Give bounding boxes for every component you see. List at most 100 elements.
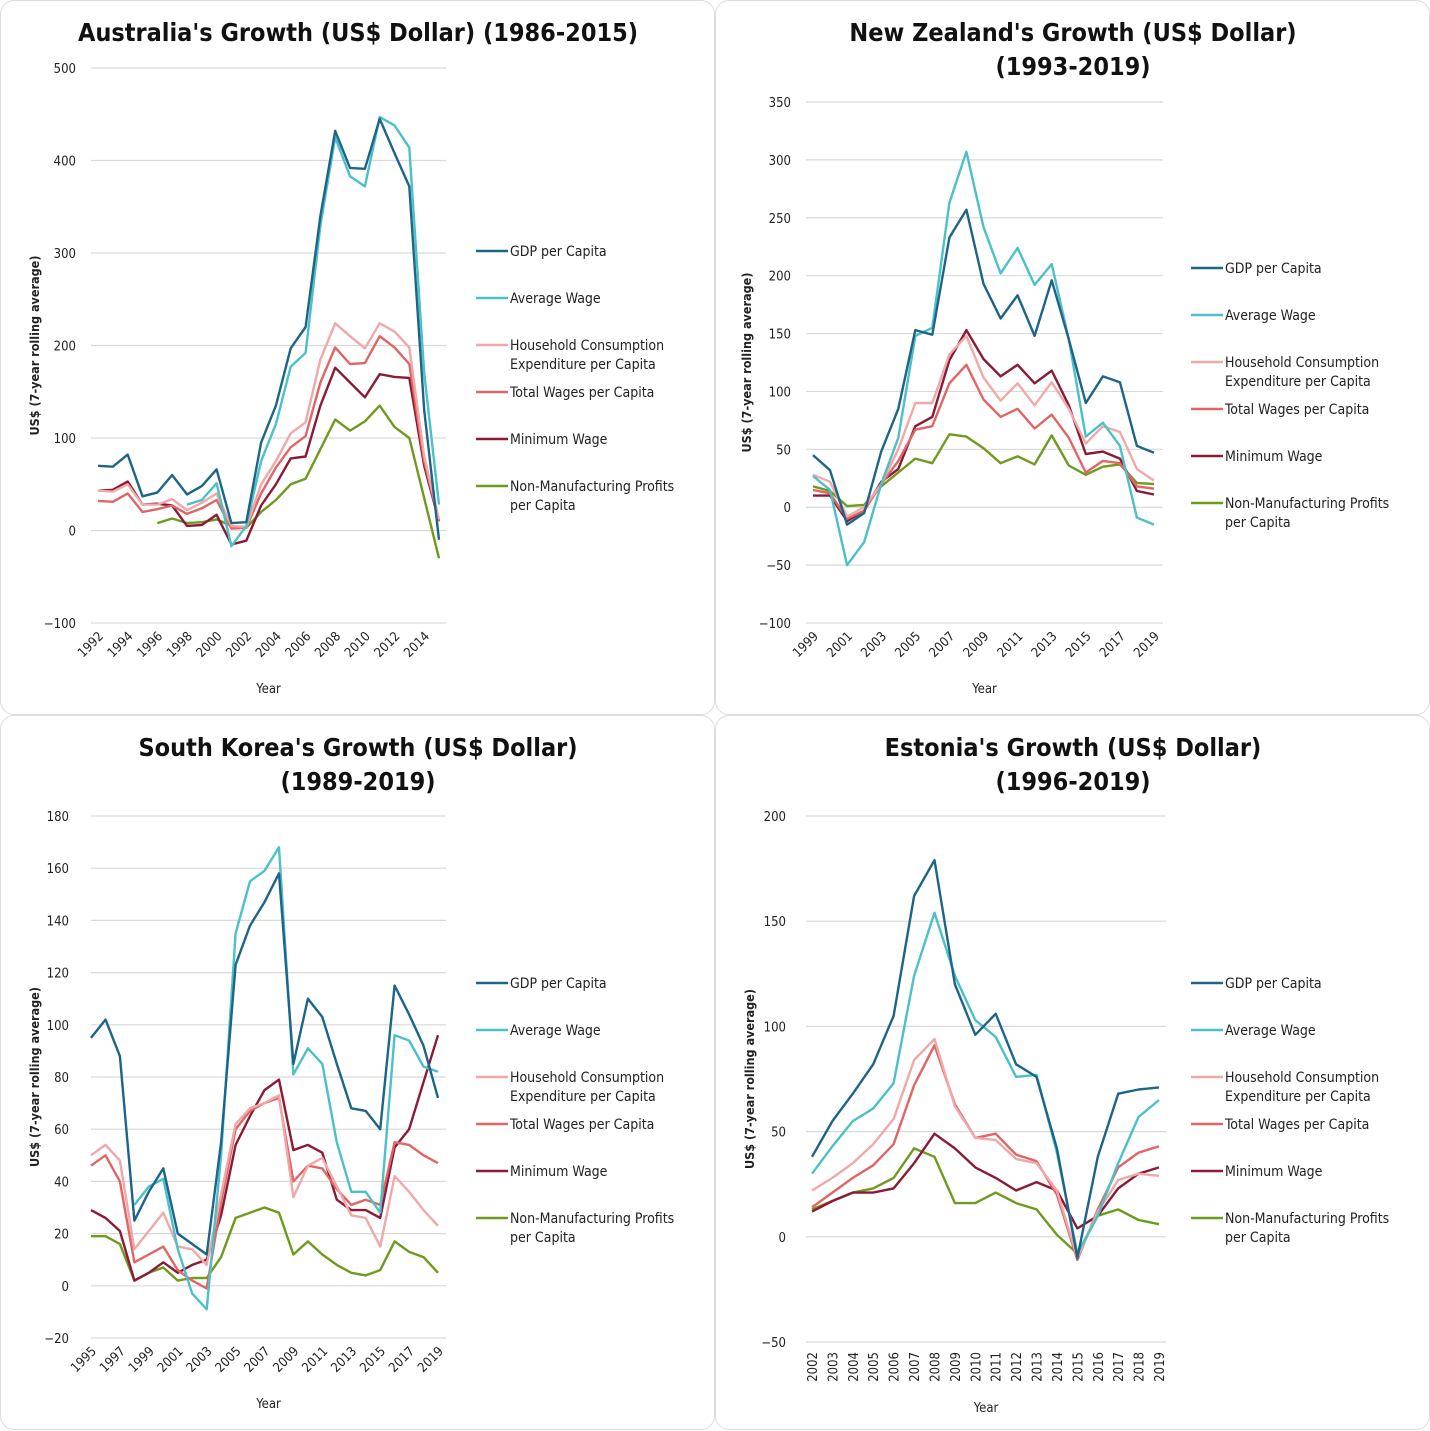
- legend-label: Minimum Wage: [1225, 1164, 1323, 1180]
- chart-title: (1989-2019): [280, 767, 435, 796]
- x-tick-label: 2009: [949, 1352, 964, 1382]
- series-line-non-manufacturing-profits-per-capita: [811, 1147, 1160, 1255]
- chart-south-korea: South Korea's Growth (US$ Dollar) (1989-2…: [27, 733, 674, 1412]
- legend-label: Expenditure per Capita: [1225, 374, 1371, 390]
- x-tick-label: 2014: [1051, 1352, 1066, 1382]
- legend-label: Average Wage: [1225, 1023, 1316, 1039]
- chart-title: (1993-2019): [995, 52, 1150, 81]
- series-line-household-consumption-expenditure-per-capita: [811, 1037, 1160, 1259]
- series-line-non-manufacturing-profits-per-capita: [156, 404, 441, 559]
- legend-item-average-wage: Average Wage: [1191, 1023, 1316, 1039]
- y-tick-label: 300: [769, 154, 791, 169]
- y-tick-label: −50: [761, 1336, 786, 1351]
- x-tick-label: 2012: [1010, 1352, 1025, 1382]
- y-tick-label: 200: [764, 810, 786, 825]
- legend-label: Expenditure per Capita: [510, 357, 656, 373]
- series-line-average-wage: [811, 911, 1160, 1255]
- y-tick-label: 0: [62, 1280, 69, 1295]
- y-tick-label: 140: [47, 914, 69, 929]
- y-tick-label: 100: [764, 1020, 786, 1035]
- y-tick-label: 0: [784, 501, 791, 516]
- legend-label: GDP per Capita: [510, 244, 607, 260]
- x-tick-label: 2006: [283, 629, 315, 661]
- legend-item-total-wages-per-capita: Total Wages per Capita: [476, 385, 654, 401]
- y-tick-label: 180: [47, 810, 69, 825]
- y-tick-label: 0: [69, 525, 76, 540]
- x-tick-label: 2001: [824, 629, 856, 661]
- x-tick-label: 2011: [990, 1352, 1005, 1382]
- legend-label: Household Consumption: [510, 1070, 664, 1086]
- y-tick-label: 40: [54, 1175, 69, 1190]
- legend-label: Average Wage: [510, 291, 601, 307]
- series-line-average-wage: [812, 150, 1155, 567]
- x-tick-label: 2003: [826, 1352, 841, 1382]
- x-tick-label: 2008: [928, 1352, 943, 1382]
- x-axis-label: Year: [971, 682, 997, 697]
- legend-label: GDP per Capita: [1225, 976, 1322, 992]
- y-axis-label: US$ (7-year rolling average): [742, 989, 757, 1169]
- chart-title: Australia's Growth (US$ Dollar) (1986-20…: [78, 18, 638, 47]
- y-tick-label: −100: [759, 617, 791, 632]
- x-tick-label: 2013: [328, 1344, 360, 1376]
- series-line-gdp-per-capita: [810, 859, 1160, 1259]
- chart-title: Estonia's Growth (US$ Dollar): [885, 733, 1262, 762]
- x-tick-label: 1995: [68, 1344, 100, 1376]
- y-tick-label: 80: [54, 1071, 69, 1086]
- chart-new-zealand: New Zealand's Growth (US$ Dollar) (1993-2…: [739, 18, 1389, 697]
- x-tick-label: 1996: [134, 629, 166, 661]
- x-tick-label: 2017: [1097, 629, 1129, 661]
- y-tick-label: 500: [54, 62, 76, 77]
- series-line-household-consumption-expenditure-per-capita: [97, 322, 441, 528]
- legend-label: Average Wage: [1225, 308, 1316, 324]
- x-tick-label: 2017: [386, 1344, 418, 1376]
- x-tick-label: 2008: [312, 629, 344, 661]
- x-tick-label: 2018: [1133, 1352, 1148, 1382]
- y-tick-label: 50: [776, 443, 791, 458]
- y-tick-label: 150: [769, 328, 791, 343]
- y-tick-label: 200: [769, 270, 791, 285]
- x-tick-label: 2019: [415, 1344, 447, 1376]
- y-tick-label: 50: [771, 1126, 786, 1141]
- x-tick-label: 2000: [194, 629, 226, 661]
- chart-panel-estonia: Estonia's Growth (US$ Dollar) (1996-2019)…: [715, 715, 1430, 1430]
- legend-label: Total Wages per Capita: [1224, 1117, 1369, 1133]
- x-tick-label: 2002: [223, 629, 255, 661]
- x-tick-label: 2012: [372, 629, 404, 661]
- x-tick-label: 2010: [969, 1352, 984, 1382]
- chart-panel-australia: Australia's Growth (US$ Dollar) (1986-20…: [0, 0, 715, 715]
- x-axis-label: Year: [255, 682, 281, 697]
- legend-item-gdp-per-capita: GDP per Capita: [476, 976, 607, 992]
- x-tick-label: 2019: [1131, 629, 1163, 661]
- legend-item-average-wage: Average Wage: [476, 1023, 601, 1039]
- chart-title: (1996-2019): [995, 767, 1150, 796]
- x-tick-label: 2009: [271, 1344, 303, 1376]
- y-tick-label: 0: [779, 1231, 786, 1246]
- series-line-non-manufacturing-profits-per-capita: [812, 433, 1155, 508]
- y-tick-label: 150: [764, 915, 786, 930]
- y-tick-label: 100: [769, 385, 791, 400]
- series-line-household-consumption-expenditure-per-capita: [812, 334, 1155, 518]
- legend-item-minimum-wage: Minimum Wage: [1191, 1164, 1323, 1180]
- x-tick-label: 1997: [97, 1344, 129, 1376]
- legend-label: Total Wages per Capita: [509, 1117, 654, 1133]
- x-tick-label: 2005: [213, 1344, 245, 1376]
- legend-label: per Capita: [510, 498, 576, 514]
- legend-label: Total Wages per Capita: [509, 385, 654, 401]
- x-tick-label: 2007: [908, 1352, 923, 1382]
- y-tick-label: 60: [54, 1123, 69, 1138]
- legend-item-household-consumption-expenditure-per-capita: Household Consumption Expenditure per Cap…: [1191, 1070, 1379, 1105]
- legend-item-non-manufacturing-profits-per-capita: Non-Manufacturing Profits per Capita: [476, 1211, 674, 1246]
- y-tick-label: 400: [54, 155, 76, 170]
- y-tick-label: −50: [766, 559, 791, 574]
- series-line-total-wages-per-capita: [812, 363, 1155, 520]
- legend-item-household-consumption-expenditure-per-capita: Household Consumption Expenditure per Cap…: [1191, 355, 1379, 390]
- x-tick-label: 1999: [126, 1344, 158, 1376]
- x-tick-label: 2015: [357, 1344, 389, 1376]
- legend-label: per Capita: [1225, 515, 1291, 531]
- series-line-household-consumption-expenditure-per-capita: [90, 1094, 439, 1267]
- legend-label: GDP per Capita: [1225, 261, 1322, 277]
- chart-panel-new-zealand: New Zealand's Growth (US$ Dollar) (1993-2…: [715, 0, 1430, 715]
- legend-item-average-wage: Average Wage: [1191, 308, 1316, 324]
- x-tick-label: 2017: [1112, 1352, 1127, 1382]
- x-tick-label: 2010: [342, 629, 374, 661]
